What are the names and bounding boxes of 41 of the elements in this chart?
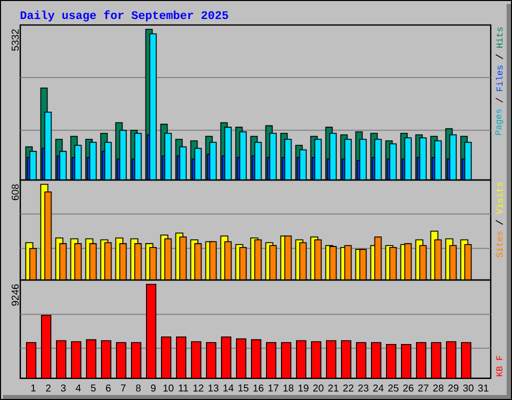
x-tick-label: 9 bbox=[150, 384, 156, 392]
x-tick-label: 19 bbox=[298, 384, 308, 392]
x-tick-label: 28 bbox=[433, 384, 444, 392]
text: 5332 bbox=[12, 29, 19, 51]
x-tick-label: 6 bbox=[106, 384, 111, 392]
x-tick-label: 3 bbox=[60, 384, 66, 392]
x-tick-label: 22 bbox=[343, 384, 354, 392]
chart-title: Daily usage for September 2025 bbox=[20, 10, 228, 22]
x-tick-label: 13 bbox=[208, 384, 218, 392]
x-tick-label: 10 bbox=[164, 384, 174, 392]
text: 9246 bbox=[12, 284, 19, 306]
x-tick-label: 1 bbox=[31, 384, 36, 392]
x-tick-label: 2 bbox=[46, 384, 51, 392]
x-tick-label: 25 bbox=[388, 384, 398, 392]
legend-label: Pages bbox=[495, 109, 504, 135]
x-tick-label: 18 bbox=[284, 384, 294, 392]
x-tick-label: 24 bbox=[373, 384, 384, 392]
legend-label: Sites bbox=[496, 231, 503, 258]
x-tick-label: 11 bbox=[178, 384, 188, 392]
x-tick-label: 20 bbox=[313, 384, 324, 392]
text: 608 bbox=[12, 184, 19, 200]
x-tick-label: 8 bbox=[136, 384, 141, 392]
x-tick-label: 23 bbox=[358, 384, 368, 392]
x-tick-label: 26 bbox=[403, 384, 414, 392]
legend-label: Files bbox=[496, 66, 503, 92]
x-tick-label: 15 bbox=[238, 384, 248, 392]
x-tick-label: 30 bbox=[463, 384, 474, 392]
x-tick-label: 27 bbox=[418, 384, 428, 392]
x-tick-label: 14 bbox=[224, 384, 234, 392]
x-tick-label: 17 bbox=[268, 384, 278, 392]
x-tick-label: 29 bbox=[448, 384, 458, 392]
x-tick-label: 16 bbox=[254, 384, 264, 392]
text: KB F bbox=[496, 356, 502, 376]
x-tick-label: 4 bbox=[76, 384, 81, 392]
x-tick-label: 5 bbox=[90, 384, 96, 392]
x-tick-label: 31 bbox=[478, 384, 488, 392]
text: Hits bbox=[496, 27, 503, 48]
text: Visits bbox=[496, 182, 503, 214]
x-tick-label: 21 bbox=[328, 384, 338, 392]
x-tick-label: 12 bbox=[194, 384, 204, 392]
x-tick-label: 7 bbox=[121, 384, 126, 392]
